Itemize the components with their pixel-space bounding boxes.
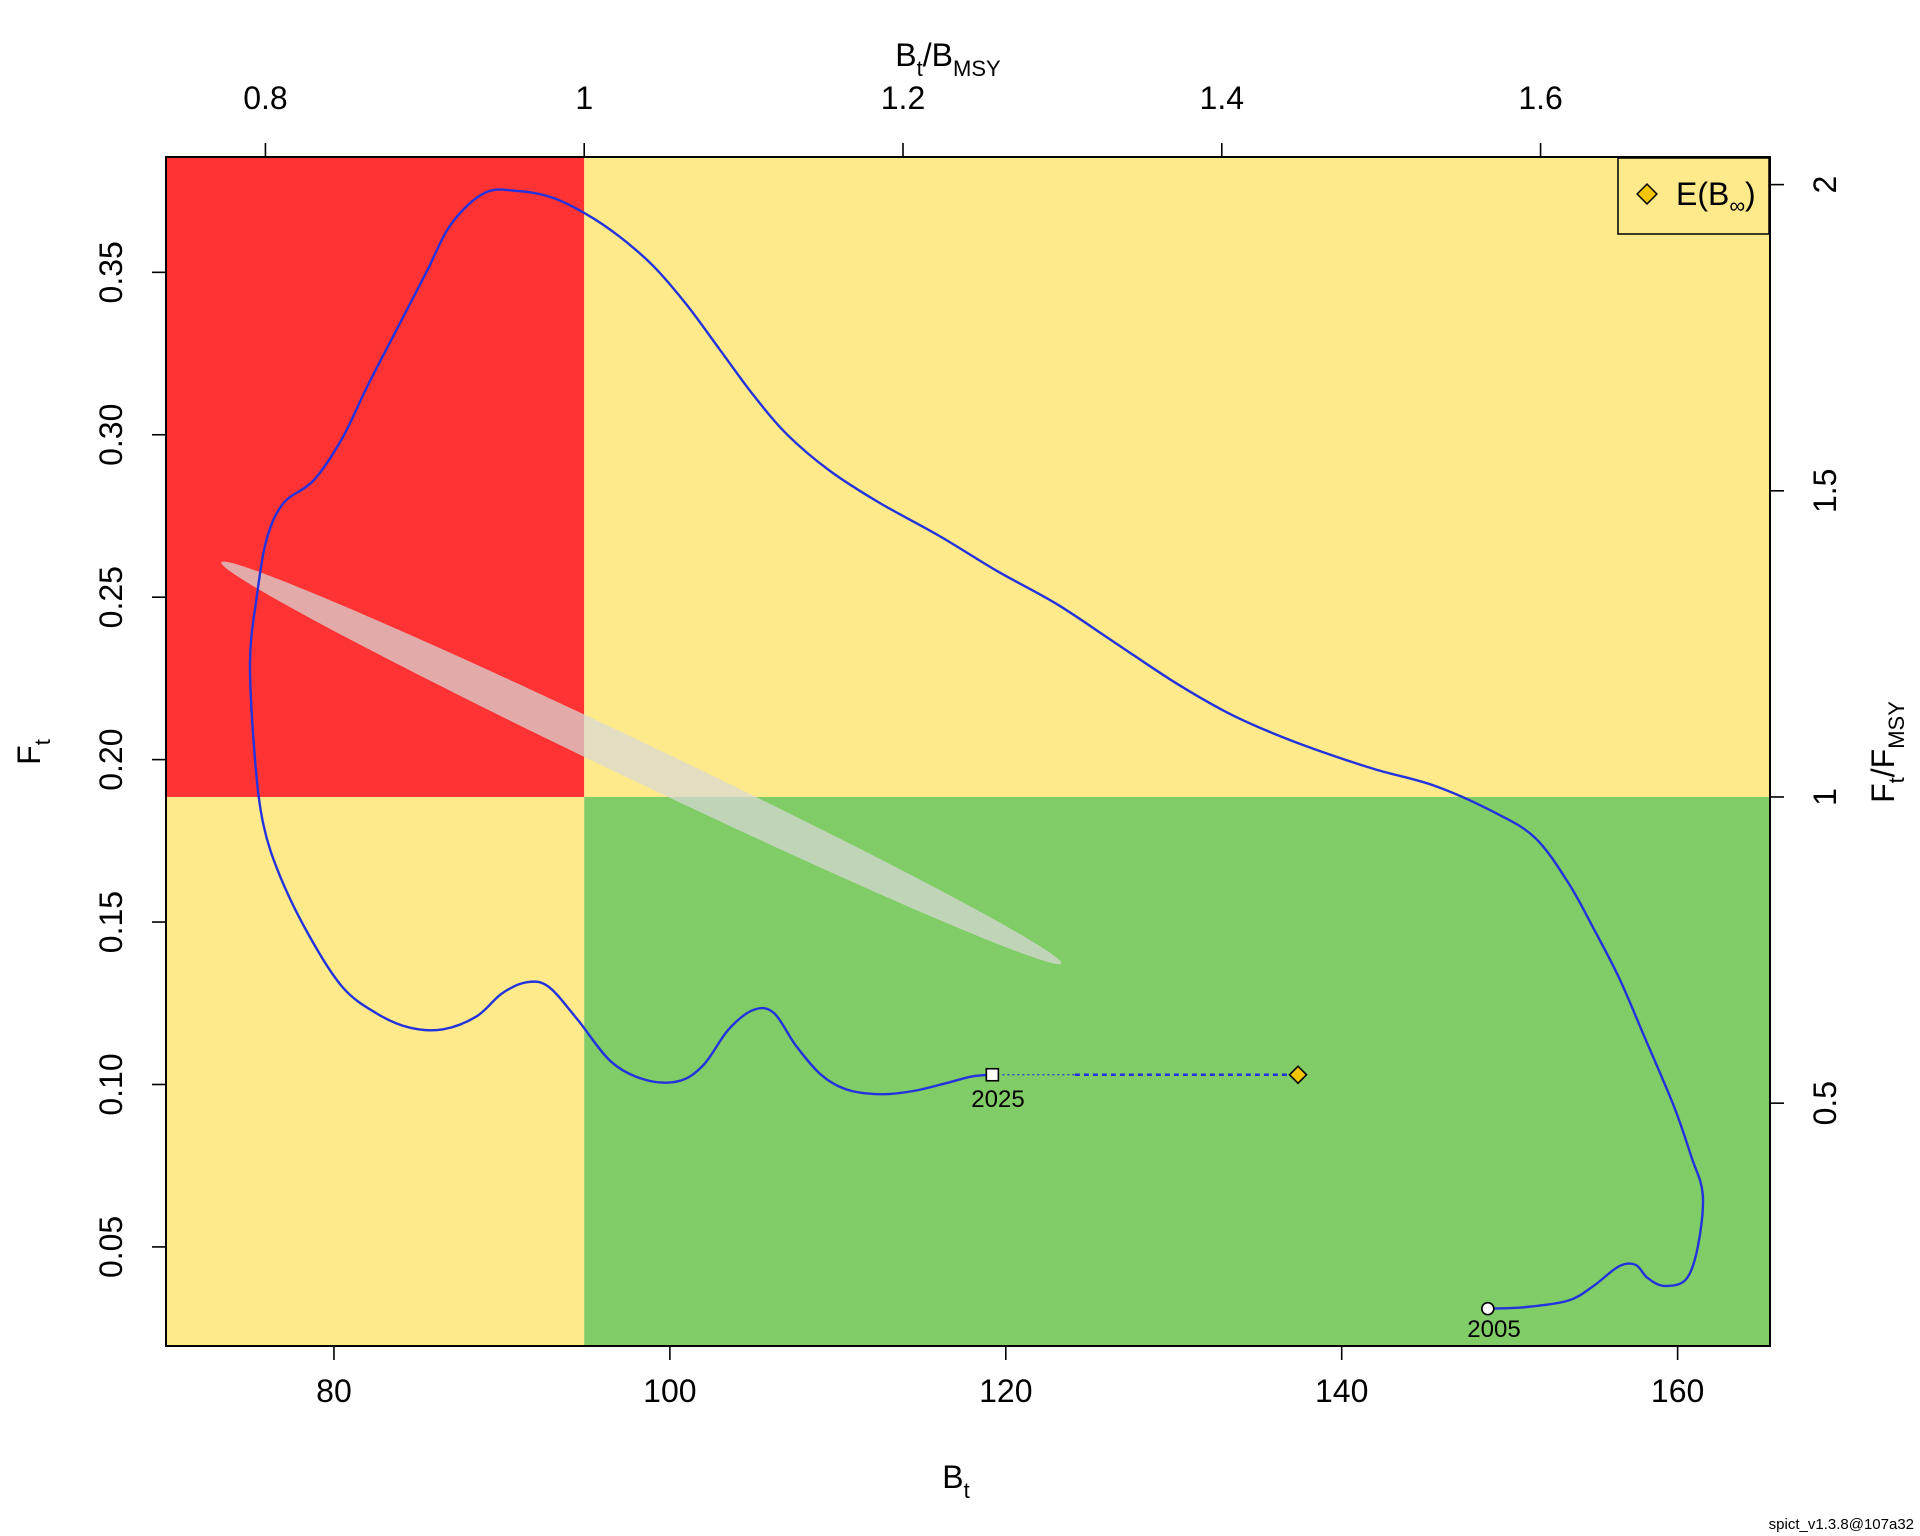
y-tick-label-0.30: 0.30 — [93, 404, 129, 466]
top-axis-title: Bt/BMSY — [895, 37, 1001, 81]
x-tick-label-140: 140 — [1315, 1373, 1368, 1409]
zone-overfishing — [584, 157, 1770, 797]
x-axis-title: Bt — [942, 1459, 969, 1503]
y-tick-label-0.25: 0.25 — [93, 566, 129, 628]
zone-sustainable — [584, 796, 1770, 1346]
version-footer: spict_v1.3.8@107a32 — [1769, 1516, 1914, 1533]
x-tick-label-160: 160 — [1651, 1373, 1704, 1409]
right-axis-title: Ft/FMSY — [1865, 701, 1909, 803]
y-tick-label-0.35: 0.35 — [93, 241, 129, 303]
y-tick-label-0.15: 0.15 — [93, 891, 129, 953]
status-zones — [166, 157, 1770, 1346]
binf-point-diamond — [1288, 1065, 1308, 1085]
x-tick-label-100: 100 — [643, 1373, 696, 1409]
right-tick-label-2: 2 — [1807, 176, 1843, 194]
legend: E(B∞) — [1617, 157, 1770, 235]
start-point-2005 — [1481, 1301, 1495, 1316]
end-year-label: 2025 — [971, 1086, 1024, 1113]
top-tick-label-0.8: 0.8 — [243, 80, 287, 116]
right-tick-label-1.5: 1.5 — [1807, 469, 1843, 513]
points-layer — [985, 1065, 1495, 1316]
plot-frame — [165, 156, 1771, 1347]
confidence-ellipse-layer — [221, 561, 1062, 965]
top-tick-label-1.6: 1.6 — [1518, 80, 1562, 116]
axes-layer: 80 100 120 140 160 0.05 0.10 0.15 0.20 0.25 0.30 0.… — [93, 80, 1843, 1409]
y-tick-label-0.05: 0.05 — [93, 1216, 129, 1278]
y-tick-label-0.10: 0.10 — [93, 1053, 129, 1115]
legend-entry-binf: E(B∞) — [1676, 176, 1756, 218]
top-tick-label-1: 1 — [575, 80, 593, 116]
legend-diamond-icon — [1636, 183, 1658, 205]
right-tick-label-1: 1 — [1807, 788, 1843, 806]
y-axis-title: Ft — [11, 739, 55, 765]
end-point-2025 — [985, 1067, 1000, 1082]
x-tick-label-120: 120 — [979, 1373, 1032, 1409]
trajectory-layer — [248, 188, 1705, 1310]
right-tick-label-0.5: 0.5 — [1807, 1081, 1843, 1125]
start-year-label: 2005 — [1467, 1316, 1520, 1343]
x-tick-label-80: 80 — [316, 1373, 352, 1409]
zone-overfished — [166, 796, 585, 1346]
biomass-fishing-trajectory — [248, 188, 1705, 1310]
y-tick-label-0.20: 0.20 — [93, 728, 129, 790]
top-tick-label-1.2: 1.2 — [881, 80, 925, 116]
confidence-ellipse — [221, 561, 1062, 965]
top-tick-label-1.4: 1.4 — [1200, 80, 1244, 116]
